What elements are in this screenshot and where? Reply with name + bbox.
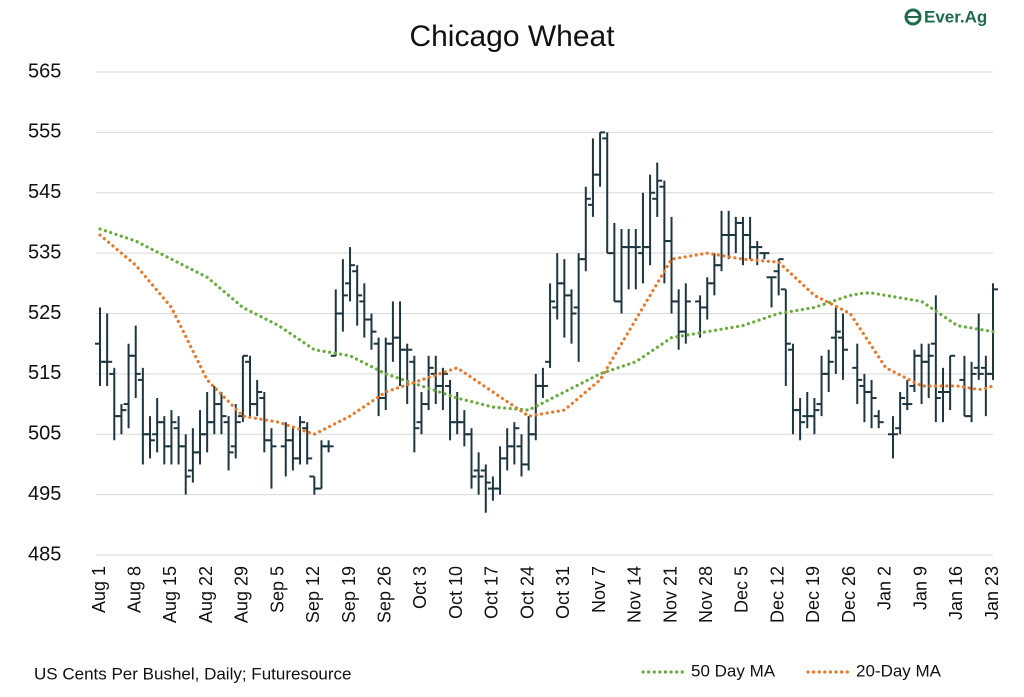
legend-label: 50 Day MA <box>691 661 776 680</box>
y-tick-label: 505 <box>28 423 61 445</box>
x-tick-label: Jan 9 <box>910 566 930 610</box>
logo: Ever.Ag <box>904 7 987 26</box>
x-tick-label: Aug 8 <box>124 566 144 613</box>
x-tick-label: Aug 1 <box>89 566 109 613</box>
x-tick-label: Oct 3 <box>410 566 430 609</box>
x-tick-label: Jan 2 <box>875 566 895 610</box>
y-tick-label: 555 <box>28 121 61 143</box>
moving-average-line <box>98 233 995 436</box>
x-tick-label: Aug 15 <box>160 566 180 623</box>
x-tick-label: Jan 16 <box>946 566 966 620</box>
x-tick-label: Sep 19 <box>339 566 359 623</box>
x-tick-label: Aug 29 <box>232 566 252 623</box>
x-tick-label: Dec 26 <box>839 566 859 623</box>
chart-title: Chicago Wheat <box>409 20 615 53</box>
moving-average-line <box>98 227 995 412</box>
logo-text: Ever.Ag <box>924 7 987 26</box>
y-tick-label: 535 <box>28 241 61 263</box>
x-tick-label: Nov 7 <box>589 566 609 613</box>
x-tick-label: Oct 17 <box>482 566 502 619</box>
x-tick-label: Oct 24 <box>517 566 537 619</box>
x-tick-label: Jan 23 <box>982 566 1002 620</box>
x-tick-label: Dec 5 <box>732 566 752 613</box>
legend-label: 20-Day MA <box>856 661 942 680</box>
y-tick-label: 545 <box>28 181 61 203</box>
x-tick-label: Nov 21 <box>660 566 680 623</box>
x-tick-label: Nov 28 <box>696 566 716 623</box>
y-tick-label: 485 <box>28 543 61 565</box>
x-tick-label: Oct 10 <box>446 566 466 619</box>
y-tick-label: 525 <box>28 302 61 324</box>
x-tick-label: Aug 22 <box>196 566 216 623</box>
x-tick-label: Sep 5 <box>267 566 287 613</box>
x-tick-label: Sep 26 <box>375 566 395 623</box>
y-tick-label: 515 <box>28 362 61 384</box>
x-tick-label: Oct 31 <box>553 566 573 619</box>
source-note: US Cents Per Bushel, Daily; Futuresource <box>34 664 351 683</box>
y-tick-label: 565 <box>28 60 61 82</box>
x-tick-label: Dec 12 <box>767 566 787 623</box>
x-tick-label: Sep 12 <box>303 566 323 623</box>
x-tick-label: Dec 19 <box>803 566 823 623</box>
y-tick-label: 495 <box>28 483 61 505</box>
x-tick-label: Nov 14 <box>625 566 645 623</box>
